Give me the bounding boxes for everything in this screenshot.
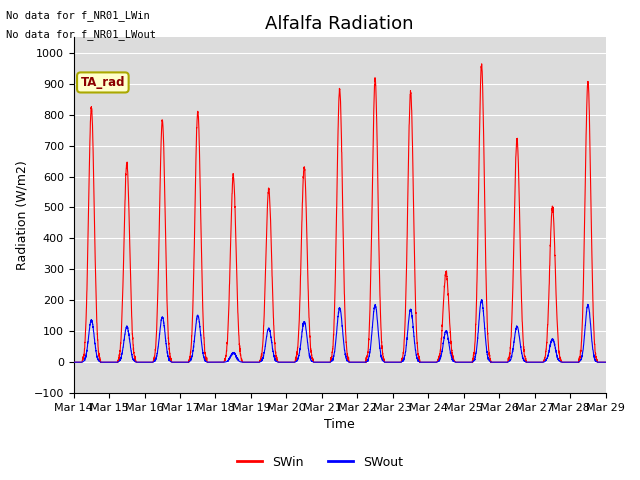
Legend: SWin, SWout: SWin, SWout: [232, 451, 408, 474]
Text: TA_rad: TA_rad: [81, 76, 125, 89]
Title: Alfalfa Radiation: Alfalfa Radiation: [266, 15, 414, 33]
Text: No data for f_NR01_LWout: No data for f_NR01_LWout: [6, 29, 156, 40]
X-axis label: Time: Time: [324, 419, 355, 432]
Y-axis label: Radiation (W/m2): Radiation (W/m2): [15, 160, 28, 270]
Text: No data for f_NR01_LWin: No data for f_NR01_LWin: [6, 10, 150, 21]
